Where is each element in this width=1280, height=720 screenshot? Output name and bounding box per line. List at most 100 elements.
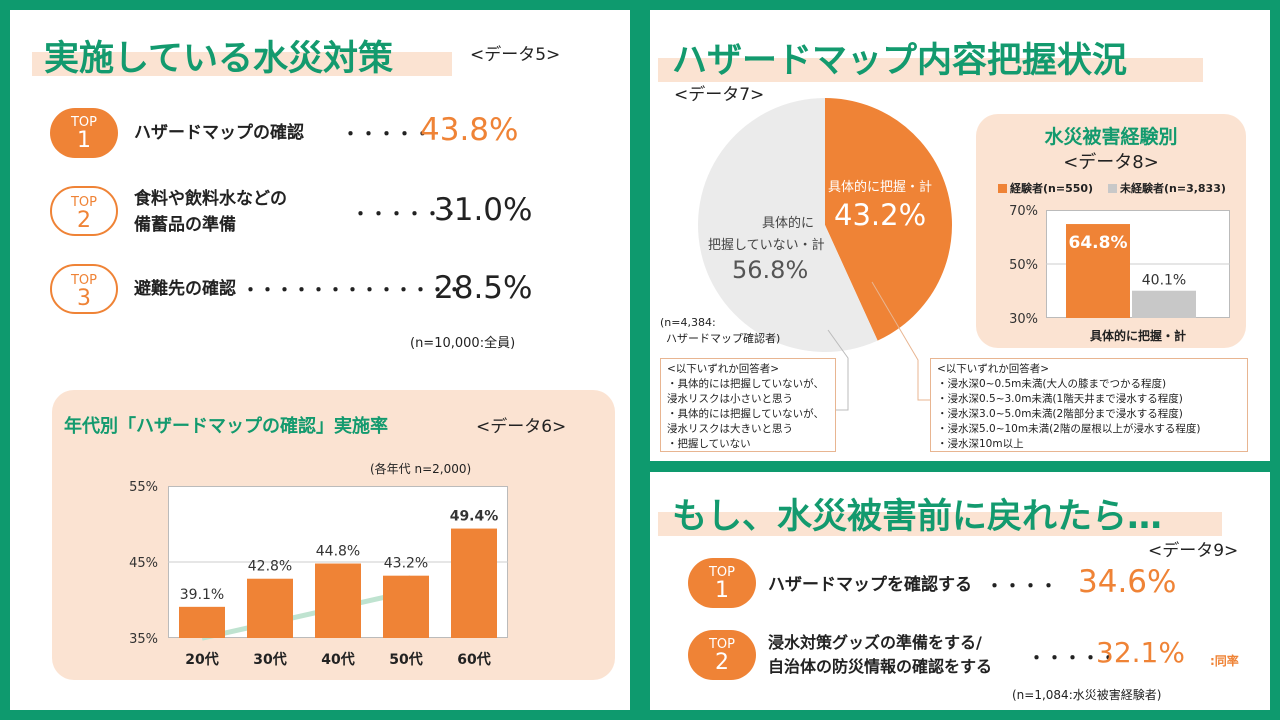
pie-title: ハザードマップ内容把握状況 <box>672 41 1128 81</box>
rank-number: 1 <box>77 128 91 153</box>
x-category-label: 20代 <box>185 651 218 668</box>
leader-line-specific <box>871 281 930 401</box>
rank-number: 3 <box>77 286 91 311</box>
item-1-value: 43.8% <box>420 112 519 148</box>
rank-top-label: TOP <box>708 637 735 652</box>
note-line: ・浸水深0~0.5m未満(大人の膝までつかる程度) <box>937 378 1167 390</box>
bar-50代 <box>383 575 429 638</box>
rank-badge-2: TOP 2 <box>50 186 118 236</box>
data-tag-7: <データ7> <box>674 85 765 105</box>
leader-line-other <box>827 329 849 411</box>
trend-arrow <box>201 588 414 641</box>
pie-other-label-line2: 把握していない・計 <box>708 238 825 253</box>
bar-20代 <box>179 606 225 638</box>
data-tag-6: <データ6> <box>476 417 567 437</box>
br-item-2-dots: ・・・・・ <box>1028 649 1118 669</box>
y-tick-label: 55% <box>129 480 158 495</box>
note-line: 浸水リスクは小さいと思う <box>667 393 793 405</box>
br-item-2-label-line2: 自治体の防災情報の確認をする <box>768 657 993 676</box>
experience-title: 水災被害経験別 <box>1044 126 1178 148</box>
rank-number: 2 <box>77 208 91 233</box>
bar-60代 <box>451 528 497 638</box>
note-line: ・浸水深5.0~10m未満(2階の屋根以上が浸水する程度) <box>937 423 1201 435</box>
rank-badge-3: TOP 3 <box>50 264 118 314</box>
x-category-label: 40代 <box>321 651 354 668</box>
y-tick-label: 45% <box>129 556 158 571</box>
data-tag-5: <データ5> <box>470 45 561 65</box>
note-not-specific: <以下いずれか回答者> ・具体的には把握していないが、 浸水リスクは小さいと思う… <box>660 358 836 452</box>
legend-inexperienced: 未経験者(n=3,833) <box>1120 182 1226 195</box>
x-category-label: 50代 <box>389 651 422 668</box>
bar-30代 <box>247 578 293 638</box>
br-sample-note: (n=1,084:水災被害経験者) <box>1012 688 1162 702</box>
title-highlight <box>32 52 452 76</box>
br-item-1-label: ハザードマップを確認する <box>768 575 972 595</box>
x-category-label: 60代 <box>457 651 490 668</box>
experience-chart-card: 水災被害経験別 <データ8> 経験者(n=550) 未経験者(n=3,833) … <box>976 114 1246 348</box>
note-line: ・具体的には把握していないが、 <box>667 408 824 420</box>
br-item-2-value: 32.1% <box>1096 636 1185 669</box>
y-tick-label: 30% <box>1009 312 1038 327</box>
pie-sample-note-line1: (n=4,384: <box>660 316 716 329</box>
br-item-2-suffix: :同率 <box>1210 654 1239 668</box>
bar-value-label: 43.2% <box>384 556 428 572</box>
item-2-label-line2: 備蓄品の準備 <box>134 215 236 235</box>
item-1-dots: ・・・・・ <box>342 125 432 145</box>
pie-other-label-line1: 具体的に <box>761 216 814 231</box>
pie-other-value: 56.8% <box>732 256 809 284</box>
pie-slice-1 <box>825 98 953 341</box>
pie-title-highlight <box>658 58 1203 82</box>
pie-specific-label: 具体的に把握・計 <box>828 180 933 195</box>
rank-number: 2 <box>715 650 729 675</box>
left-title: 実施している水災対策 <box>44 39 393 79</box>
bar-value-label: 40.1% <box>1142 273 1186 289</box>
pie-panel: ハザードマップ内容把握状況 <データ7> 具体的に把握・計 43.2% 具体的に… <box>650 10 1270 461</box>
br-rank-badge-2: TOP 2 <box>688 630 756 680</box>
pie-specific-value: 43.2% <box>834 198 927 232</box>
item-3-label: 避難先の確認 <box>134 279 236 299</box>
note-line: 浸水リスクは大きいと思う <box>667 423 793 435</box>
age-sample-note: (各年代 n=2,000) <box>370 462 472 476</box>
item-2-dots: ・・・・・・ <box>352 205 460 225</box>
item-2-label-line1: 食料や飲料水などの <box>134 189 287 209</box>
rank-top-label: TOP <box>708 565 735 580</box>
data-tag-9: <データ9> <box>1148 541 1239 561</box>
bar-series-2 <box>1132 290 1196 318</box>
note-line: <以下いずれか回答者> <box>667 363 780 375</box>
rank-top-label: TOP <box>70 273 97 288</box>
note-line: <以下いずれか回答者> <box>937 363 1050 375</box>
y-tick-label: 50% <box>1009 258 1038 273</box>
restart-panel: もし、水災被害前に戻れたら… <データ9> TOP 1 ハザードマップを確認する… <box>650 472 1270 710</box>
age-chart-title: 年代別「ハザードマップの確認」実施率 <box>64 416 388 437</box>
bar-value-label: 42.8% <box>248 559 292 575</box>
item-3-dots: ・・・・・・・・・・・・・ <box>242 281 463 301</box>
rank-top-label: TOP <box>70 195 97 210</box>
br-rank-badge-1: TOP 1 <box>688 558 756 608</box>
pie-chart <box>698 98 953 411</box>
bar-40代 <box>315 563 361 638</box>
note-line: ・具体的には把握していないが、 <box>667 378 824 390</box>
pie-slice-2 <box>698 98 878 352</box>
note-line: ・浸水深10m以上 <box>937 438 1024 450</box>
br-item-1-value: 34.6% <box>1078 564 1177 600</box>
rank-number: 1 <box>715 578 729 603</box>
bar-value-label: 39.1% <box>180 587 224 603</box>
item-2-value: 31.0% <box>434 192 533 228</box>
rank-top-label: TOP <box>70 115 97 130</box>
pie-sample-note-line2: ハザードマップ確認者) <box>666 332 781 345</box>
bar-value-label: 64.8% <box>1069 233 1128 253</box>
y-tick-label: 35% <box>129 632 158 647</box>
note-line: ・浸水深3.0~5.0m未満(2階部分まで浸水する程度) <box>937 408 1183 420</box>
br-item-1-dots: ・・・・ <box>986 577 1058 597</box>
y-tick-label: 70% <box>1009 204 1038 219</box>
br-item-2-label-line1: 浸水対策グッズの準備をする/ <box>768 633 982 652</box>
age-chart-card: 年代別「ハザードマップの確認」実施率 <データ6> (各年代 n=2,000) … <box>52 390 615 680</box>
x-category-label: 具体的に把握・計 <box>1090 328 1186 343</box>
item-3-value: 28.5% <box>434 270 533 306</box>
experience-bar-chart: 30% 50% 70% 64.8% 40.1% 具体的に把握・計 <box>1009 204 1230 343</box>
x-category-label: 30代 <box>253 651 286 668</box>
bar-value-label: 44.8% <box>316 544 360 560</box>
br-title-highlight <box>658 512 1222 536</box>
rank-badge-1: TOP 1 <box>50 108 118 158</box>
note-line: ・浸水深0.5~3.0m未満(1階天井まで浸水する程度) <box>937 393 1183 405</box>
